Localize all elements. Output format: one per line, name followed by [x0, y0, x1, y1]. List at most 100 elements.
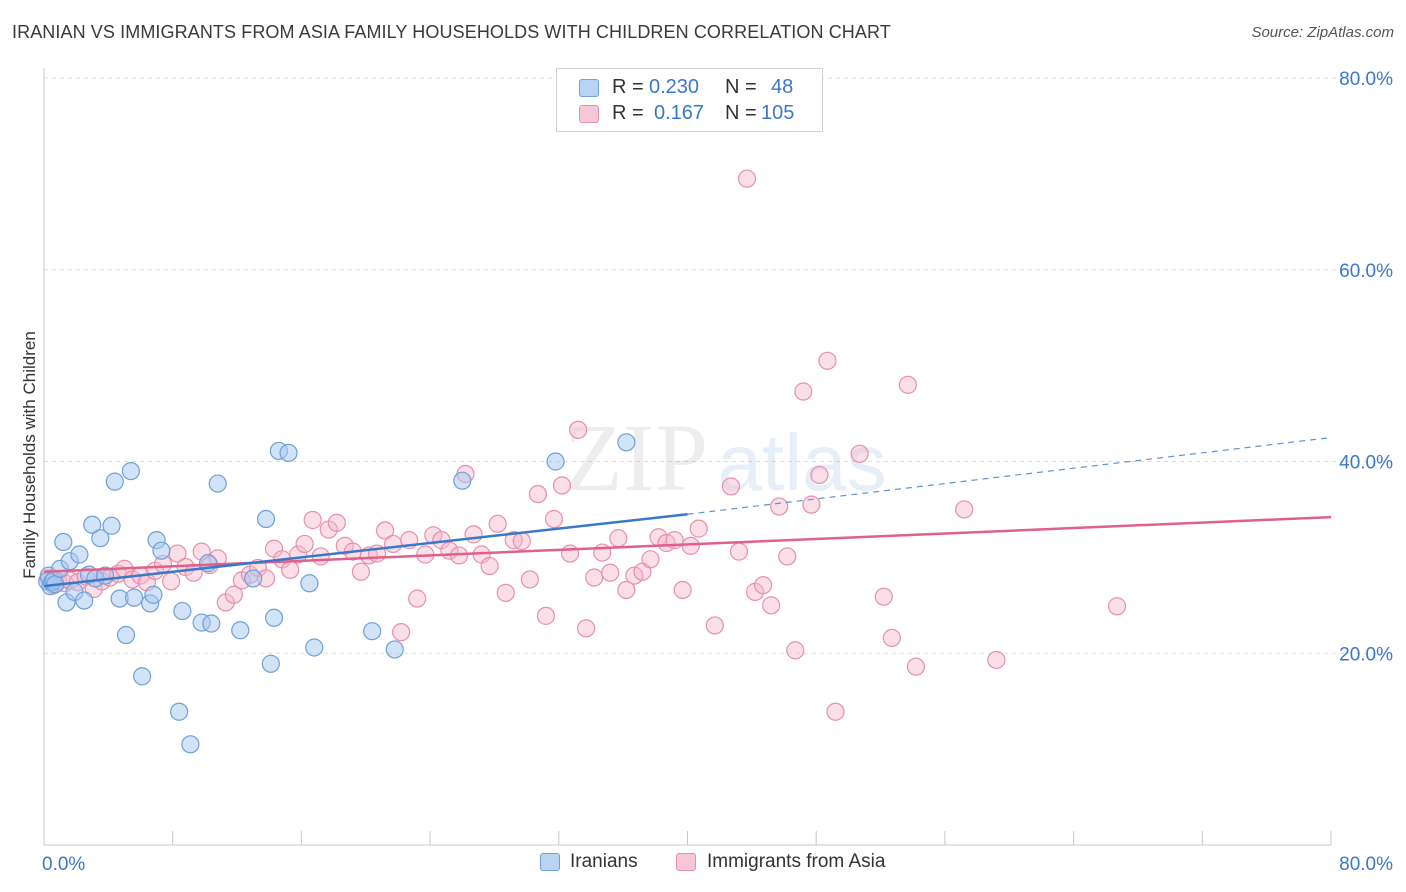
- immigrants-swatch: [579, 105, 599, 123]
- data-point-immigrants-from-asia: [569, 420, 588, 439]
- data-point-iranians: [70, 545, 89, 564]
- data-point-immigrants-from-asia: [826, 702, 845, 721]
- r-label: R =: [612, 76, 644, 98]
- data-point-immigrants-from-asia: [303, 510, 322, 530]
- data-point-immigrants-from-asia: [737, 169, 757, 188]
- data-point-immigrants-from-asia: [955, 500, 974, 519]
- data-point-immigrants-from-asia: [496, 583, 515, 602]
- data-point-iranians: [124, 588, 144, 607]
- data-point-immigrants-from-asia: [689, 519, 708, 538]
- data-point-iranians: [208, 474, 227, 493]
- data-point-iranians: [264, 608, 284, 627]
- data-point-immigrants-from-asia: [536, 606, 556, 625]
- data-point-iranians: [617, 433, 636, 452]
- data-point-immigrants-from-asia: [882, 628, 901, 648]
- legend-row-iranians: R = 0.230 N = 48: [557, 76, 822, 102]
- data-point-iranians: [144, 585, 163, 604]
- data-point-immigrants-from-asia: [601, 563, 620, 582]
- data-point-immigrants-from-asia: [721, 477, 741, 496]
- data-point-immigrants-from-asia: [375, 521, 395, 540]
- data-point-immigrants-from-asia: [552, 476, 572, 495]
- data-point-immigrants-from-asia: [673, 580, 692, 600]
- data-point-immigrants-from-asia: [729, 542, 749, 561]
- iranians-r-value: 0.230: [649, 76, 700, 98]
- data-point-immigrants-from-asia: [681, 536, 700, 555]
- data-point-immigrants-from-asia: [898, 375, 917, 394]
- data-point-immigrants-from-asia: [850, 444, 869, 463]
- data-point-immigrants-from-asia: [802, 495, 821, 514]
- data-point-immigrants-from-asia: [560, 544, 580, 563]
- data-point-immigrants-from-asia: [392, 623, 411, 642]
- data-point-immigrants-from-asia: [874, 587, 893, 606]
- data-point-immigrants-from-asia: [383, 534, 403, 554]
- data-point-iranians: [83, 515, 102, 534]
- chart-title: IRANIAN VS IMMIGRANTS FROM ASIA FAMILY H…: [12, 22, 891, 42]
- data-point-immigrants-from-asia: [488, 514, 507, 533]
- data-point-immigrants-from-asia: [577, 619, 596, 638]
- data-point-iranians: [231, 621, 250, 640]
- data-point-iranians: [152, 541, 171, 560]
- r-label: R =: [612, 102, 644, 124]
- data-point-iranians: [91, 529, 110, 548]
- data-point-immigrants-from-asia: [520, 570, 539, 589]
- data-point-iranians: [102, 516, 121, 535]
- data-point-iranians: [261, 654, 280, 673]
- data-point-immigrants-from-asia: [512, 531, 531, 551]
- data-point-immigrants-from-asia: [818, 351, 837, 370]
- data-point-iranians: [256, 509, 276, 529]
- data-point-immigrants-from-asia: [609, 529, 628, 548]
- immigrants-legend-label: Immigrants from Asia: [707, 851, 886, 872]
- data-point-immigrants-from-asia: [295, 534, 314, 554]
- data-point-immigrants-from-asia: [786, 641, 805, 660]
- y-tick-label: 80.0%: [1339, 69, 1393, 90]
- watermark: ZIP atlas: [564, 404, 886, 511]
- y-tick-label: 20.0%: [1339, 644, 1393, 665]
- immigrants-legend-swatch: [676, 853, 696, 871]
- x-tick-label: 0.0%: [42, 854, 85, 875]
- trend-line-iranians: [43, 512, 688, 588]
- data-point-immigrants-from-asia: [778, 547, 797, 566]
- data-point-immigrants-from-asia: [770, 497, 789, 516]
- data-point-iranians: [453, 471, 472, 490]
- data-point-immigrants-from-asia: [705, 616, 724, 635]
- watermark-zip: ZIP: [564, 404, 708, 511]
- data-point-iranians: [116, 625, 136, 645]
- data-point-immigrants-from-asia: [1107, 597, 1127, 616]
- data-point-iranians: [385, 640, 404, 659]
- data-point-immigrants-from-asia: [641, 550, 660, 569]
- legend-row-immigrants-from-asia: R = 0.167 N = 105: [557, 102, 822, 128]
- data-point-immigrants-from-asia: [906, 657, 926, 676]
- iranians-n-value: 48: [771, 76, 794, 98]
- axes: [43, 68, 1332, 846]
- data-point-immigrants-from-asia: [544, 509, 564, 529]
- data-point-iranians: [363, 622, 382, 641]
- iranians-swatch: [579, 79, 599, 97]
- data-point-immigrants-from-asia: [327, 513, 346, 532]
- data-point-iranians: [300, 574, 319, 593]
- iranians-legend-label: Iranians: [570, 851, 638, 872]
- immigrants-n-value: 105: [761, 102, 795, 124]
- data-point-iranians: [75, 591, 94, 610]
- data-point-iranians: [121, 461, 140, 481]
- data-point-iranians: [181, 735, 200, 754]
- data-point-immigrants-from-asia: [408, 589, 427, 608]
- data-point-iranians: [546, 452, 565, 471]
- data-point-iranians: [279, 443, 298, 462]
- data-point-immigrants-from-asia: [762, 596, 781, 615]
- data-point-immigrants-from-asia: [224, 585, 243, 604]
- data-point-immigrants-from-asia: [585, 568, 604, 587]
- data-point-immigrants-from-asia: [161, 572, 181, 591]
- trend-lines: [43, 436, 1332, 588]
- data-point-immigrants-from-asia: [987, 650, 1006, 670]
- data-point-immigrants-from-asia: [528, 484, 547, 504]
- series-iranians: [38, 433, 636, 754]
- data-point-iranians: [305, 638, 324, 657]
- data-point-immigrants-from-asia: [794, 382, 813, 401]
- data-point-iranians: [133, 667, 152, 686]
- y-tick-label: 40.0%: [1339, 453, 1393, 474]
- iranians-legend-swatch: [540, 853, 560, 871]
- data-point-iranians: [170, 702, 189, 721]
- x-tick-label: 80.0%: [1339, 854, 1393, 875]
- data-point-iranians: [105, 472, 124, 491]
